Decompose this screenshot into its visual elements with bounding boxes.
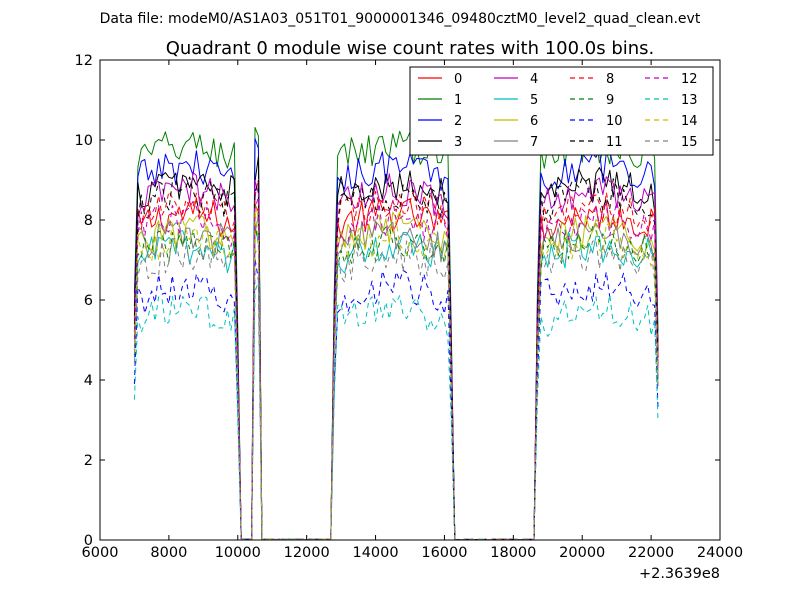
y-tick-label: 10 xyxy=(75,133,93,149)
legend-item-7[interactable]: 7 xyxy=(494,135,538,150)
data-file-suptitle: Data file: modeM0/AS1A03_051T01_90000013… xyxy=(100,11,701,27)
legend-item-12[interactable]: 12 xyxy=(645,72,698,87)
chart-title: Quadrant 0 module wise count rates with … xyxy=(166,38,655,59)
legend-label: 10 xyxy=(606,114,623,129)
legend-label: 15 xyxy=(681,135,698,150)
legend-item-5[interactable]: 5 xyxy=(494,93,538,108)
series-line-10 xyxy=(133,258,659,541)
legend-item-9[interactable]: 9 xyxy=(570,93,614,108)
legend-label: 2 xyxy=(454,114,462,129)
x-tick-label: 16000 xyxy=(421,545,467,561)
legend-label: 3 xyxy=(454,135,462,150)
x-tick-label: 8000 xyxy=(150,545,187,561)
legend-label: 13 xyxy=(681,93,698,108)
series-line-2 xyxy=(133,138,659,541)
series-line-13 xyxy=(133,280,659,541)
y-tick-label: 0 xyxy=(84,533,93,549)
legend-item-14[interactable]: 14 xyxy=(645,114,698,129)
legend-item-10[interactable]: 10 xyxy=(570,114,623,129)
series-line-11 xyxy=(133,176,659,541)
series-line-7 xyxy=(133,214,659,541)
y-tick-label: 6 xyxy=(84,293,93,309)
x-tick-label: 24000 xyxy=(697,545,743,561)
legend-label: 4 xyxy=(530,72,538,87)
legend-label: 9 xyxy=(606,93,614,108)
legend-label: 11 xyxy=(606,135,623,150)
y-tick-label: 12 xyxy=(75,53,93,69)
x-tick-label: 18000 xyxy=(490,545,536,561)
legend-label: 12 xyxy=(681,72,698,87)
y-tick-label: 4 xyxy=(84,373,93,389)
y-tick-label: 8 xyxy=(84,213,93,229)
legend-item-2[interactable]: 2 xyxy=(418,114,462,129)
x-tick-label: 6000 xyxy=(82,545,119,561)
x-tick-label: 20000 xyxy=(559,545,605,561)
legend-label: 0 xyxy=(454,72,462,87)
series-line-4 xyxy=(133,171,659,541)
legend-item-1[interactable]: 1 xyxy=(418,93,462,108)
legend-item-8[interactable]: 8 xyxy=(570,72,614,87)
legend-label: 1 xyxy=(454,93,462,108)
series-line-8 xyxy=(133,178,659,541)
x-tick-label: 14000 xyxy=(352,545,398,561)
legend-label: 8 xyxy=(606,72,614,87)
legend-item-13[interactable]: 13 xyxy=(645,93,698,108)
axis-ticks: 6000 8000 10000 12000 14000 16000 18000 20000 22… xyxy=(75,53,744,561)
x-offset-label: +2.3639e8 xyxy=(639,566,720,582)
legend-label: 6 xyxy=(530,114,538,129)
legend-item-15[interactable]: 15 xyxy=(645,135,698,150)
legend-item-3[interactable]: 3 xyxy=(418,135,462,150)
legend-box xyxy=(409,66,714,156)
series-line-14 xyxy=(133,210,659,541)
y-tick-label: 2 xyxy=(84,453,93,469)
legend-label: 7 xyxy=(530,135,538,150)
x-tick-label: 12000 xyxy=(284,545,330,561)
legend-label: 14 xyxy=(681,114,698,129)
series-line-12 xyxy=(133,196,659,541)
series-layer xyxy=(133,127,659,541)
x-tick-label: 10000 xyxy=(215,545,261,561)
x-tick-label: 22000 xyxy=(628,545,674,561)
plot-frame xyxy=(99,59,721,541)
legend-label: 5 xyxy=(530,93,538,108)
legend-item-6[interactable]: 6 xyxy=(494,114,538,129)
legend-item-0[interactable]: 0 xyxy=(418,72,462,87)
legend-item-11[interactable]: 11 xyxy=(570,135,623,150)
series-line-9 xyxy=(133,223,659,541)
legend-item-4[interactable]: 4 xyxy=(494,72,538,87)
series-line-15 xyxy=(133,238,659,541)
